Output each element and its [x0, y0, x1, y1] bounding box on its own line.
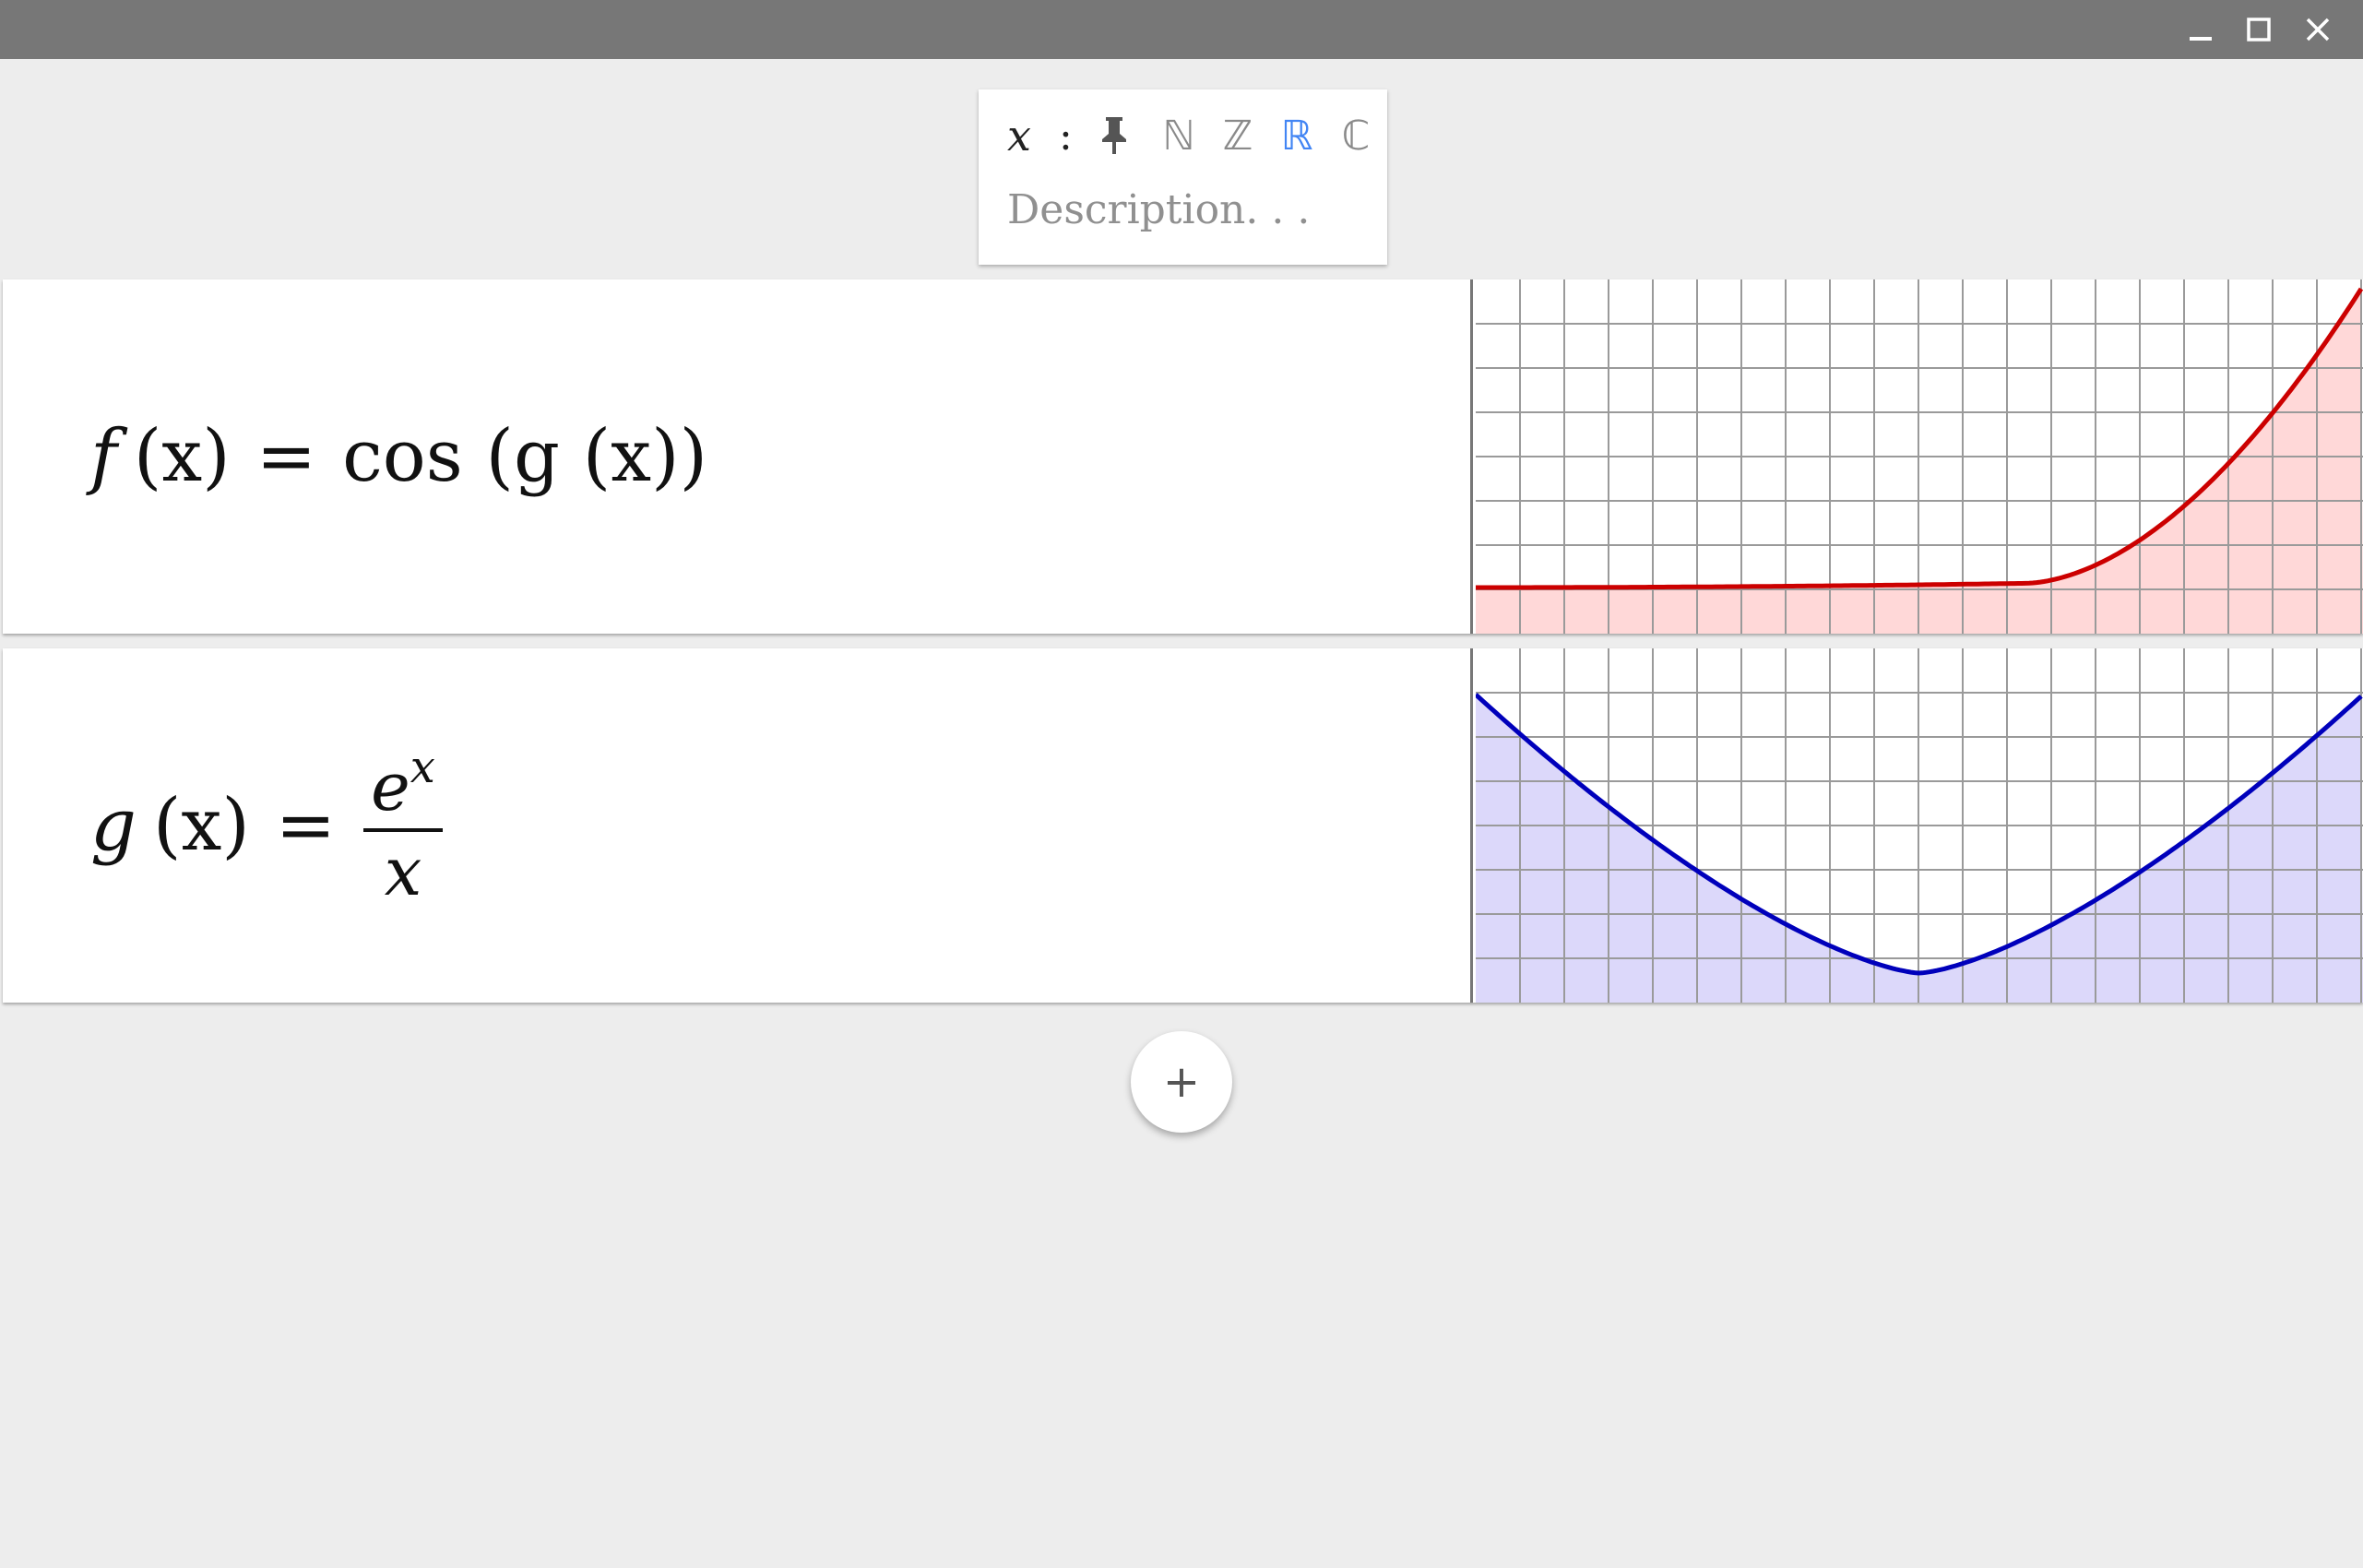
fraction: ex x: [363, 744, 443, 907]
fraction-denominator: x: [384, 832, 422, 910]
set-reals-button[interactable]: ℝ: [1280, 112, 1313, 160]
plot-g[interactable]: [1476, 648, 2363, 1003]
function-name: g: [90, 784, 137, 867]
set-complex-button[interactable]: ℂ: [1341, 112, 1371, 160]
variable-colon: :: [1059, 112, 1073, 160]
plot-g-graph: [1476, 648, 2363, 1003]
formula-area[interactable]: g (x) = ex x: [3, 648, 1473, 1003]
maximize-icon[interactable]: [2240, 11, 2277, 48]
plot-grid: [1476, 648, 2363, 1003]
plot-curve: [1476, 287, 2363, 590]
plot-grid: [1476, 279, 2363, 634]
variable-row: x : ℕ ℤ ℝ ℂ: [1007, 110, 1385, 161]
fraction-numerator: ex: [363, 744, 443, 823]
exp-power: x: [410, 741, 435, 793]
fraction-bar: [363, 827, 443, 832]
function-row-f: f (x) = cos (g (x)): [3, 279, 2363, 634]
plot-f-graph: [1476, 279, 2363, 634]
plot-curve: [1476, 693, 2363, 976]
set-naturals-button[interactable]: ℕ: [1162, 112, 1195, 160]
function-row-g: g (x) = ex x: [3, 648, 2363, 1003]
description-input[interactable]: [1007, 182, 1358, 237]
add-function-button[interactable]: +: [1131, 1031, 1232, 1133]
window-titlebar: [0, 0, 2363, 59]
equals-sign: =: [275, 784, 337, 867]
function-name: f: [90, 415, 117, 498]
function-argument: (x): [152, 784, 250, 867]
close-icon[interactable]: [2299, 11, 2336, 48]
function-argument: (x): [133, 415, 231, 498]
variable-name: x: [1007, 111, 1031, 160]
formula-g: g (x) = ex x: [90, 648, 443, 1003]
pin-icon[interactable]: [1096, 110, 1133, 161]
plot-fill: [1476, 289, 2363, 634]
equals-sign: =: [255, 415, 317, 498]
function-expression: cos (g (x)): [342, 415, 707, 498]
variable-card: x : ℕ ℤ ℝ ℂ: [979, 89, 1387, 265]
formula-area[interactable]: f (x) = cos (g (x)): [3, 279, 1473, 634]
plot-f[interactable]: [1476, 279, 2363, 634]
exp-base: e: [371, 747, 410, 826]
minimize-icon[interactable]: [2182, 11, 2219, 48]
set-integers-button[interactable]: ℤ: [1222, 112, 1253, 160]
formula-f: f (x) = cos (g (x)): [90, 279, 707, 634]
